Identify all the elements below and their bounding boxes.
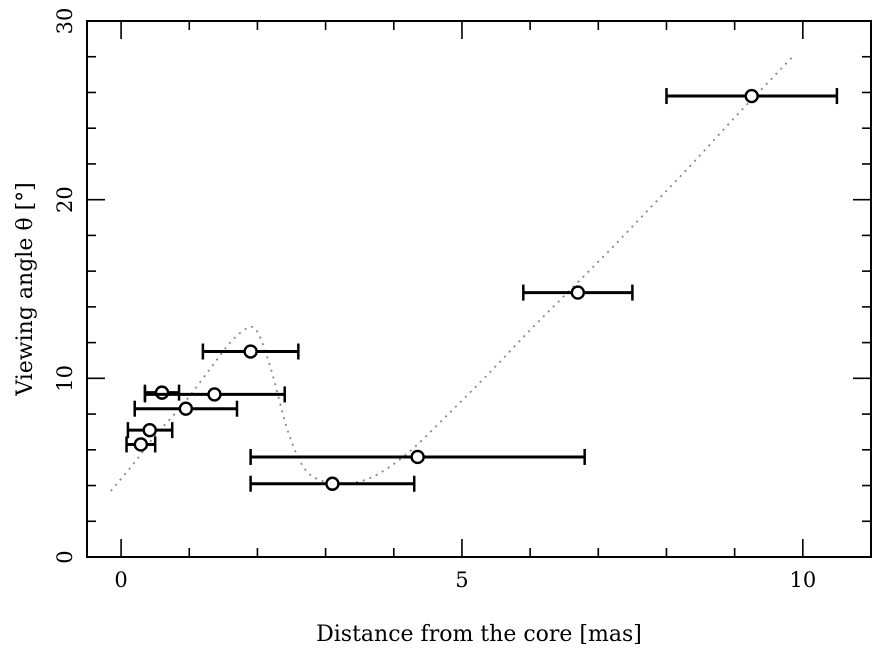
axis-ticks xyxy=(87,20,872,558)
data-point xyxy=(126,422,174,439)
data-point xyxy=(249,448,586,465)
y-tick-label: 20 xyxy=(53,186,77,213)
y-tick-label: 30 xyxy=(53,8,77,35)
data-point xyxy=(125,436,157,453)
data-point xyxy=(201,343,300,360)
y-tick-label: 10 xyxy=(53,365,77,392)
point-marker xyxy=(178,401,194,416)
data-point xyxy=(133,400,239,417)
y-axis-title: Viewing angle θ [°] xyxy=(13,182,38,397)
point-marker xyxy=(207,387,222,402)
data-point xyxy=(665,88,839,105)
data-point xyxy=(522,284,634,301)
data-point xyxy=(143,386,286,403)
data-point xyxy=(249,475,416,492)
x-axis-title: Distance from the core [mas] xyxy=(316,622,642,647)
point-marker xyxy=(410,449,425,465)
plot-frame xyxy=(86,20,872,558)
point-marker xyxy=(570,285,586,300)
tick-labels: 0 5 10 0 10 20 30 xyxy=(53,8,816,592)
x-tick-label: 5 xyxy=(455,568,468,592)
x-tick-label: 10 xyxy=(789,568,816,592)
point-marker xyxy=(243,344,258,359)
model-curve-line xyxy=(110,56,794,492)
point-marker xyxy=(744,88,759,104)
point-marker xyxy=(325,476,340,491)
x-tick-label: 0 xyxy=(114,568,127,592)
data-point xyxy=(143,384,181,401)
point-marker xyxy=(142,422,157,438)
y-tick-label: 0 xyxy=(53,550,77,563)
data-points xyxy=(125,88,839,492)
model-curve xyxy=(110,56,794,492)
point-marker xyxy=(133,437,149,452)
point-marker xyxy=(154,385,170,400)
